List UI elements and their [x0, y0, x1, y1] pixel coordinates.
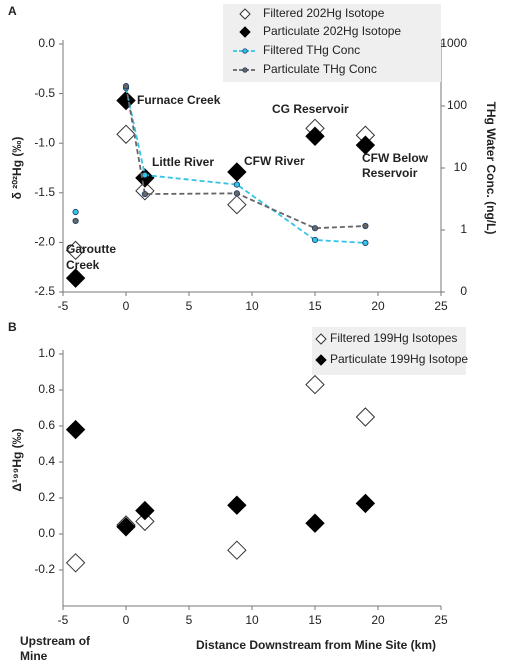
- marker: [315, 333, 327, 345]
- x-tick-label: -5: [58, 299, 69, 313]
- x-tick-label: 15: [308, 613, 322, 627]
- annotation: Mine: [20, 649, 48, 663]
- marker: [355, 493, 376, 514]
- marker: [362, 239, 369, 246]
- x-tick-label: 0: [123, 613, 130, 627]
- panel-label: B: [8, 320, 17, 334]
- y2-tick-label: 100: [447, 98, 467, 112]
- x-tick-label: 20: [371, 613, 385, 627]
- marker: [315, 354, 327, 366]
- y-tick-label: 0.4: [38, 454, 55, 468]
- marker: [305, 374, 325, 395]
- marker: [227, 540, 247, 560]
- y-axis-label: Δ¹⁹⁹Hg (‰): [10, 428, 24, 491]
- legend-label: Particulate 199Hg Isotope: [330, 352, 468, 366]
- marker: [227, 495, 247, 515]
- legend-label: Filtered THg Conc: [263, 43, 360, 57]
- y2-tick-label: 1: [460, 222, 467, 236]
- y-tick-label: 1.0: [38, 346, 55, 360]
- y-tick-label: 0.0: [38, 526, 55, 540]
- x-tick-label: -5: [58, 613, 69, 627]
- x-tick-label: 25: [434, 299, 448, 313]
- marker: [227, 194, 247, 215]
- y2-tick-label: 0: [460, 284, 467, 298]
- marker: [122, 83, 130, 90]
- y-tick-label: 0.8: [38, 382, 55, 396]
- marker: [116, 90, 136, 111]
- annotation: Garoutte: [66, 242, 116, 256]
- legend-label: Particulate THg Conc: [263, 62, 377, 76]
- y-tick-label: -2.5: [34, 284, 55, 298]
- marker: [362, 222, 369, 230]
- annotation: Furnace Creek: [137, 93, 221, 107]
- y2-tick-label: 10: [454, 160, 468, 174]
- marker: [65, 268, 86, 288]
- legend-label: Filtered 199Hg Isotopes: [330, 331, 457, 345]
- panel-label: A: [8, 4, 17, 18]
- x-tick-label: 10: [245, 613, 259, 627]
- marker: [311, 236, 319, 244]
- annotation: Little River: [152, 155, 214, 169]
- marker: [355, 407, 376, 427]
- y-tick-label: -0.5: [34, 86, 55, 100]
- marker: [239, 26, 251, 38]
- annotation: CG Reservoir: [272, 102, 349, 116]
- marker: [227, 162, 247, 182]
- annotation: Reservoir: [362, 166, 418, 180]
- y-tick-label: -1.5: [34, 185, 55, 199]
- x-tick-label: 15: [308, 299, 322, 313]
- marker: [305, 126, 325, 146]
- marker: [72, 217, 79, 225]
- y-tick-label: 0.0: [38, 36, 55, 50]
- series-line: [125, 87, 366, 244]
- marker: [233, 190, 240, 197]
- x-tick-label: 20: [371, 299, 385, 313]
- marker: [141, 171, 148, 179]
- legend-box: [223, 4, 441, 82]
- y2-tick-label: 1000: [440, 36, 467, 50]
- x-tick-label: 0: [123, 299, 130, 313]
- y-axis-label: δ ²⁰²Hg (‰): [10, 137, 24, 200]
- marker: [239, 8, 251, 20]
- marker: [65, 419, 86, 440]
- x-axis-label: Distance Downstream from Mine Site (km): [196, 638, 436, 652]
- x-tick-label: 5: [186, 613, 193, 627]
- marker: [135, 500, 155, 521]
- legend-box: [312, 327, 466, 375]
- y2-axis-label: THg Water Conc. (ng/L): [484, 102, 498, 235]
- x-tick-label: 25: [434, 613, 448, 627]
- marker: [135, 511, 155, 532]
- marker: [242, 67, 248, 73]
- marker: [141, 190, 148, 198]
- marker: [233, 181, 240, 188]
- marker: [242, 48, 248, 54]
- marker: [305, 513, 325, 533]
- y-tick-label: 0.2: [38, 490, 55, 504]
- marker: [355, 135, 376, 155]
- marker: [65, 240, 86, 261]
- marker: [65, 553, 86, 573]
- marker: [311, 225, 319, 232]
- marker: [116, 124, 136, 144]
- y-tick-label: 0.6: [38, 418, 55, 432]
- y-tick-label: -0.2: [34, 562, 55, 576]
- marker: [72, 208, 79, 216]
- legend-label: Particulate 202Hg Isotope: [263, 24, 401, 38]
- annotation: Upstream of: [20, 634, 91, 648]
- legend-label: Filtered 202Hg Isotope: [263, 6, 385, 20]
- y-tick-label: -2.0: [34, 235, 55, 249]
- annotation: Creek: [66, 258, 100, 272]
- marker: [116, 517, 136, 537]
- x-tick-label: 10: [245, 299, 259, 313]
- annotation: CFW Below: [362, 151, 429, 165]
- y-tick-label: -1.0: [34, 135, 55, 149]
- x-tick-label: 5: [186, 299, 193, 313]
- annotation: CFW River: [244, 154, 305, 168]
